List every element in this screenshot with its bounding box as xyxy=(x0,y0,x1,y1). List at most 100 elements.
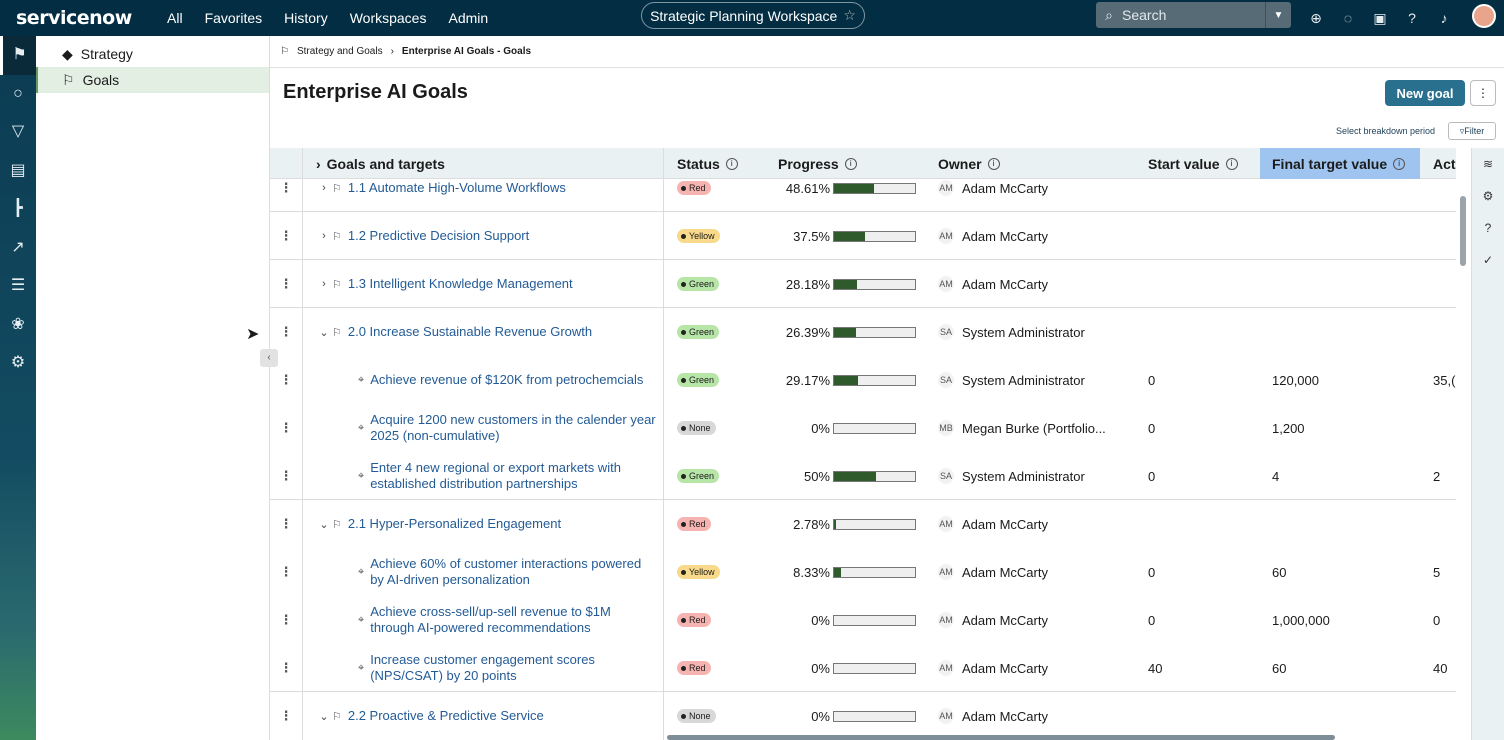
col-final[interactable]: Final target value i xyxy=(1260,148,1420,179)
chevron-right-icon[interactable]: › xyxy=(316,155,321,172)
sliders-icon[interactable]: ≋ xyxy=(1482,157,1494,171)
row-menu-icon[interactable]: ⋮ xyxy=(279,708,293,723)
table-row[interactable]: ⋮ ⌄ ⚐ 2.1 Hyper-Personalized Engagement Red 2… xyxy=(270,500,1456,548)
owner-name[interactable]: Adam McCarty xyxy=(962,180,1048,196)
goal-link[interactable]: Increase customer engagement scores (NPS… xyxy=(370,652,595,683)
nav-admin[interactable]: Admin xyxy=(448,10,489,26)
goal-link[interactable]: 2.0 Increase Sustainable Revenue Growth xyxy=(347,324,593,339)
gear-icon[interactable]: ⚙ xyxy=(10,354,26,371)
chevron-down-icon[interactable]: ⌄ xyxy=(319,326,329,339)
globe-icon[interactable]: ⊕ xyxy=(1310,9,1322,26)
avatar[interactable] xyxy=(1472,4,1496,28)
briefcase-icon[interactable]: ▤ xyxy=(10,161,26,179)
owner-name[interactable]: Adam McCarty xyxy=(962,564,1048,580)
vertical-scrollbar[interactable] xyxy=(1460,196,1466,266)
breadcrumb-parent[interactable]: Strategy and Goals xyxy=(296,46,383,57)
goal-link[interactable]: 1.2 Predictive Decision Support xyxy=(347,228,530,243)
owner-name[interactable]: Adam McCarty xyxy=(962,516,1048,532)
row-menu-icon[interactable]: ⋮ xyxy=(279,372,293,387)
row-menu-icon[interactable]: ⋮ xyxy=(279,324,293,339)
goal-link[interactable]: 2.1 Hyper-Personalized Engagement xyxy=(347,516,562,531)
owner-name[interactable]: System Administrator xyxy=(962,324,1085,340)
table-row[interactable]: ⋮ › ⚐ 1.1 Automate High-Volume Workflows Red… xyxy=(270,164,1456,212)
people-icon[interactable]: ❀ xyxy=(11,315,25,333)
row-menu-icon[interactable]: ⋮ xyxy=(279,612,293,627)
nav-all[interactable]: All xyxy=(167,10,183,26)
info-icon[interactable]: i xyxy=(725,157,738,170)
table-row[interactable]: ⋮ ⌖ Enter 4 new regional or export markets… xyxy=(270,452,1456,500)
goal-link[interactable]: Achieve 60% of customer interactions pow… xyxy=(370,556,642,587)
chat-icon[interactable]: ◌ xyxy=(1343,10,1353,26)
chevron-down-icon[interactable]: ⌄ xyxy=(319,518,329,531)
row-menu-icon[interactable]: ⋮ xyxy=(279,276,293,291)
sidebar-item-goals[interactable]: ⚐ Goals xyxy=(36,67,269,93)
servicenow-logo[interactable]: servicenow xyxy=(16,7,132,29)
owner-name[interactable]: System Administrator xyxy=(962,372,1085,388)
check-circle-icon[interactable]: ✓ xyxy=(1482,253,1494,267)
info-icon[interactable]: i xyxy=(1225,157,1238,170)
chevron-right-icon[interactable]: › xyxy=(322,230,326,242)
row-menu-icon[interactable]: ⋮ xyxy=(279,228,293,243)
nav-history[interactable]: History xyxy=(284,10,328,26)
table-row[interactable]: ⋮ ⌖ Acquire 1200 new customers in the cale… xyxy=(270,404,1456,452)
row-menu-icon[interactable]: ⋮ xyxy=(279,468,293,483)
new-goal-button[interactable]: New goal xyxy=(1385,80,1465,106)
star-icon[interactable]: ☆ xyxy=(843,7,856,23)
help-icon[interactable]: ? xyxy=(1408,10,1416,26)
owner-name[interactable]: Megan Burke (Portfolio... xyxy=(962,420,1106,436)
search-input[interactable]: Search xyxy=(1122,7,1167,23)
col-owner[interactable]: Owner i xyxy=(938,148,1000,179)
horizontal-scrollbar[interactable] xyxy=(667,735,1335,740)
global-search[interactable]: ⌕ Search ▼ xyxy=(1096,2,1291,28)
sidebar-item-strategy[interactable]: ◆ Strategy xyxy=(36,41,269,67)
row-menu-icon[interactable]: ⋮ xyxy=(279,420,293,435)
info-icon[interactable]: i xyxy=(1393,157,1406,170)
breakdown-period-link[interactable]: Select breakdown period xyxy=(1336,126,1436,136)
flag-icon[interactable]: ⚑ xyxy=(0,36,36,75)
goal-link[interactable]: Acquire 1200 new customers in the calend… xyxy=(370,412,656,443)
lightbulb-icon[interactable]: ○ xyxy=(13,84,23,102)
col-status[interactable]: Status i xyxy=(677,148,738,179)
table-row[interactable]: ⋮ › ⚐ 1.2 Predictive Decision Support Yellow… xyxy=(270,212,1456,260)
table-row[interactable]: ⋮ ⌖ Achieve 60% of customer interactions p… xyxy=(270,548,1456,596)
row-menu-icon[interactable]: ⋮ xyxy=(279,564,293,579)
chevron-down-icon[interactable]: ▼ xyxy=(1265,2,1291,28)
owner-name[interactable]: System Administrator xyxy=(962,468,1085,484)
goal-link[interactable]: 1.3 Intelligent Knowledge Management xyxy=(347,276,573,291)
row-menu-icon[interactable]: ⋮ xyxy=(279,516,293,531)
funnel-icon[interactable]: ▽ xyxy=(11,123,25,140)
info-icon[interactable]: i xyxy=(844,157,857,170)
info-icon[interactable]: i xyxy=(987,157,1000,170)
col-actual[interactable]: Actu xyxy=(1433,148,1456,179)
row-menu-icon[interactable]: ⋮ xyxy=(279,660,293,675)
chart-icon[interactable]: ↗ xyxy=(11,238,25,256)
table-row[interactable]: ⋮ ⌄ ⚐ 2.2 Proactive & Predictive Service Non… xyxy=(270,692,1456,740)
table-row[interactable]: ⋮ ⌄ ⚐ 2.0 Increase Sustainable Revenue Grow… xyxy=(270,308,1456,356)
more-options-button[interactable]: ⋮ xyxy=(1470,80,1496,106)
table-row[interactable]: ⋮ ⌖ Achieve revenue of $120K from petroche… xyxy=(270,356,1456,404)
bell-icon[interactable]: ♪ xyxy=(1440,10,1448,26)
owner-name[interactable]: Adam McCarty xyxy=(962,612,1048,628)
hierarchy-icon[interactable]: ┣ xyxy=(13,200,23,217)
table-row[interactable]: ⋮ ⌖ Achieve cross-sell/up-sell revenue to … xyxy=(270,596,1456,644)
filter-button[interactable]: ▿ Filter xyxy=(1448,122,1496,140)
chevron-right-icon[interactable]: › xyxy=(322,182,326,194)
chevron-right-icon[interactable]: › xyxy=(322,278,326,290)
table-row[interactable]: ⋮ ⌖ Increase customer engagement scores (N… xyxy=(270,644,1456,692)
workspace-pill[interactable]: Strategic Planning Workspace ☆ xyxy=(641,2,865,29)
help-icon[interactable]: ? xyxy=(1484,221,1492,235)
owner-name[interactable]: Adam McCarty xyxy=(962,660,1048,676)
gear-icon[interactable]: ⚙ xyxy=(1482,189,1494,203)
col-start[interactable]: Start value i xyxy=(1148,148,1238,179)
goal-link[interactable]: 1.1 Automate High-Volume Workflows xyxy=(347,180,566,195)
nav-workspaces[interactable]: Workspaces xyxy=(349,10,427,26)
goal-link[interactable]: Enter 4 new regional or export markets w… xyxy=(370,460,621,491)
col-goals[interactable]: › Goals and targets xyxy=(316,148,445,179)
goal-link[interactable]: 2.2 Proactive & Predictive Service xyxy=(347,708,544,723)
inbox-icon[interactable]: ▣ xyxy=(1373,9,1387,26)
goal-link[interactable]: Achieve revenue of $120K from petrochemc… xyxy=(370,372,644,387)
owner-name[interactable]: Adam McCarty xyxy=(962,228,1048,244)
nav-favorites[interactable]: Favorites xyxy=(204,10,263,26)
owner-name[interactable]: Adam McCarty xyxy=(962,708,1048,724)
list-icon[interactable]: ☰ xyxy=(10,277,26,294)
